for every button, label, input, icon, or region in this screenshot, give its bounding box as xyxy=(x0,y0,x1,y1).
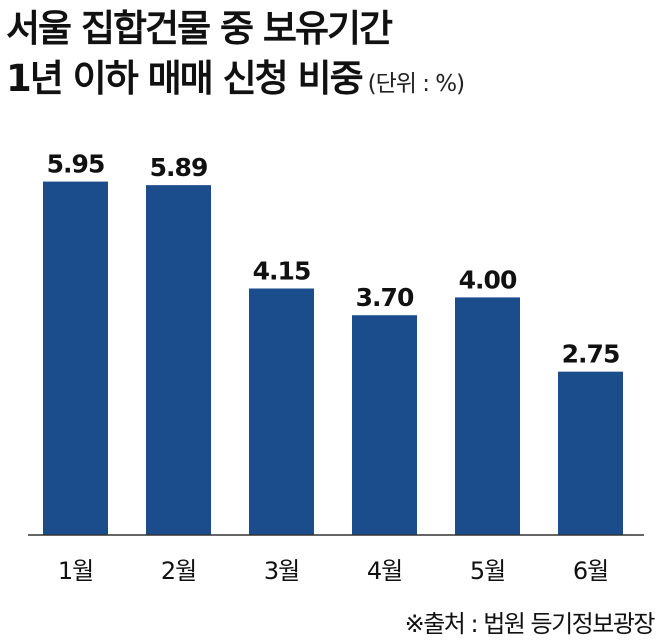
x-tick-label-2: 2월 xyxy=(161,557,196,585)
data-label-2: 5.89 xyxy=(150,153,208,182)
data-label-4: 3.70 xyxy=(356,283,414,312)
x-tick-label-6: 6월 xyxy=(573,557,608,585)
bar-4 xyxy=(352,315,417,535)
bar-6 xyxy=(558,371,623,535)
data-label-1: 5.95 xyxy=(47,150,105,179)
data-label-6: 2.75 xyxy=(562,340,620,369)
x-tick-label-3: 3월 xyxy=(264,557,299,585)
chart-title-line-2-text: 1년 이하 매매 신청 비중 xyxy=(6,57,364,100)
x-tick-label-1: 1월 xyxy=(58,557,93,585)
data-label-5: 4.00 xyxy=(459,265,517,294)
bar-2 xyxy=(146,185,211,535)
chart-title-line-2: 1년 이하 매매 신청 비중 (단위 : %) xyxy=(6,54,465,109)
chart-title: 서울 집합건물 중 보유기간 1년 이하 매매 신청 비중 (단위 : %) xyxy=(6,4,465,109)
bar-1 xyxy=(43,181,108,535)
bar-5 xyxy=(455,297,520,535)
data-label-3: 4.15 xyxy=(253,256,311,285)
bar-3 xyxy=(249,288,314,535)
source-note: ※출처 : 법원 등기정보광장 xyxy=(404,610,656,638)
x-tick-label-5: 5월 xyxy=(470,557,505,585)
x-tick-label-4: 4월 xyxy=(367,557,402,585)
unit-label: (단위 : %) xyxy=(367,71,465,97)
chart-title-line-1: 서울 집합건물 중 보유기간 xyxy=(6,7,393,50)
